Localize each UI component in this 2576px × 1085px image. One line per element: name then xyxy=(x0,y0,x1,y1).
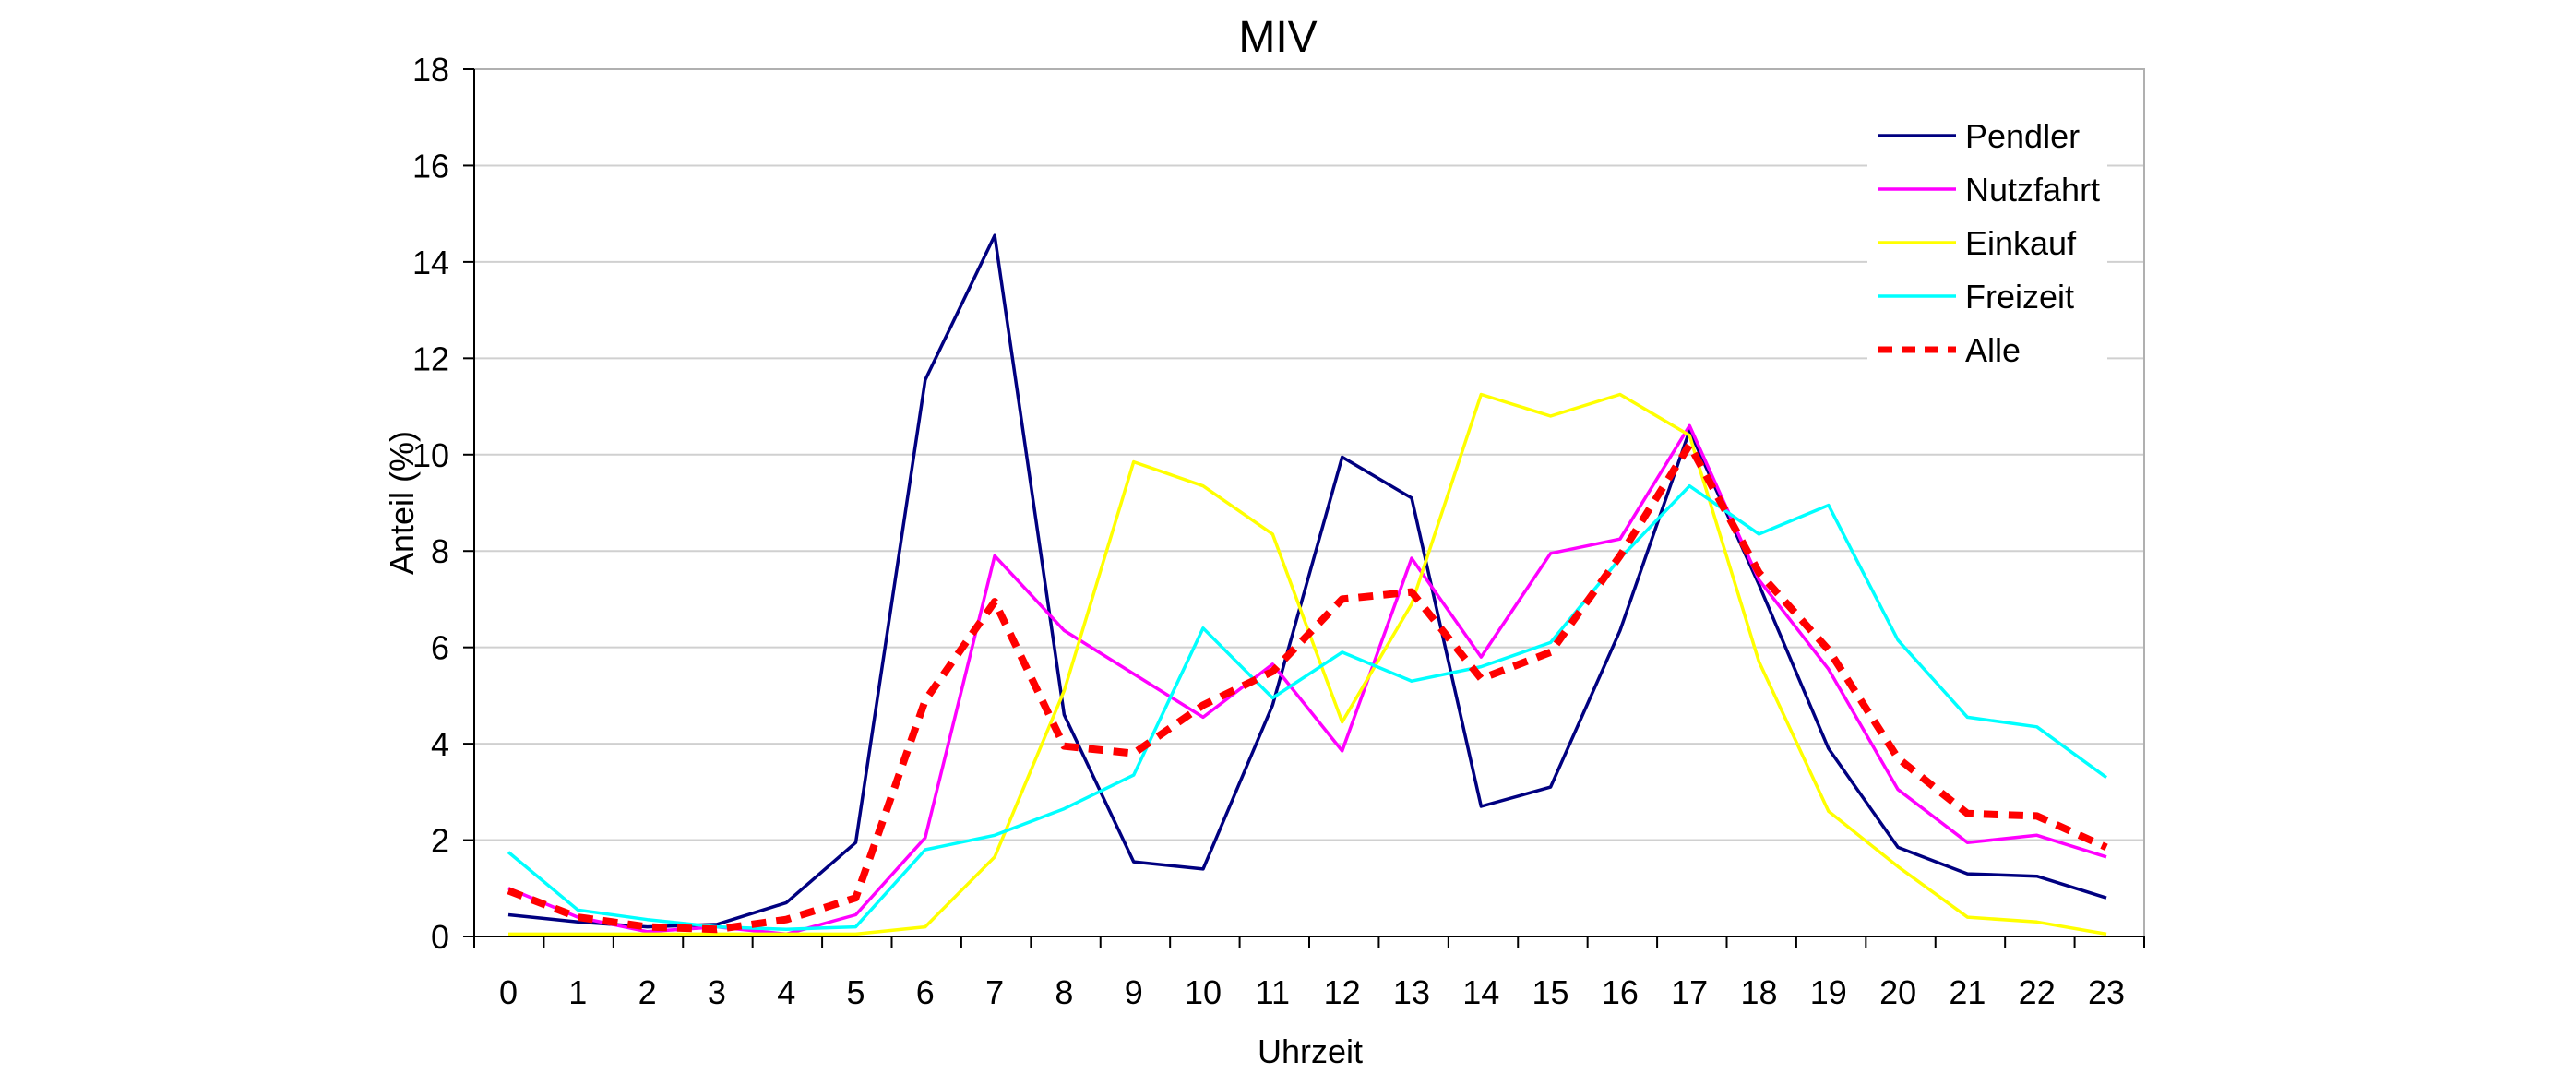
y-tick-label: 12 xyxy=(412,340,449,377)
x-tick-label: 22 xyxy=(2019,973,2056,1011)
x-tick-label: 3 xyxy=(708,973,726,1011)
x-tick-label: 7 xyxy=(985,973,1004,1011)
x-tick-label: 6 xyxy=(916,973,935,1011)
x-tick-label: 18 xyxy=(1740,973,1777,1011)
x-tick-label: 5 xyxy=(847,973,865,1011)
x-axis-ticks: 0 1 2 3 4 5 6 7 8 9 10 11 12 13 14 15 16 17 18 19 20 21 22 23 xyxy=(473,936,2145,1011)
y-tick-label: 16 xyxy=(412,147,449,185)
x-axis-label: Uhrzeit xyxy=(1258,1032,1363,1070)
x-tick-label: 9 xyxy=(1125,973,1143,1011)
y-tick-label: 8 xyxy=(431,532,449,570)
y-axis-label: Anteil (%) xyxy=(383,431,421,575)
x-tick-label: 13 xyxy=(1393,973,1430,1011)
y-tick-label: 0 xyxy=(431,918,449,956)
y-tick-label: 6 xyxy=(431,629,449,667)
legend-label-alle: Alle xyxy=(1965,331,2021,369)
x-tick-label: 8 xyxy=(1055,973,1073,1011)
x-tick-label: 12 xyxy=(1324,973,1361,1011)
legend-label-freizeit: Freizeit xyxy=(1965,278,2074,316)
y-axis-ticks: 0 2 4 6 8 10 12 14 16 18 xyxy=(412,51,474,956)
y-tick-label: 10 xyxy=(412,436,449,474)
x-tick-label: 20 xyxy=(1879,973,1916,1011)
y-tick-label: 4 xyxy=(431,725,449,763)
series-line-pendler xyxy=(507,233,2107,929)
x-tick-label: 4 xyxy=(777,973,795,1011)
legend-label-pendler: Pendler xyxy=(1965,117,2080,155)
x-tick-label: 21 xyxy=(1949,973,1986,1011)
chart-title: MIV xyxy=(1238,13,1317,62)
y-tick-label: 18 xyxy=(412,51,449,89)
legend-label-nutzfahrt: Nutzfahrt xyxy=(1965,171,2100,209)
legend-label-einkauf: Einkauf xyxy=(1965,224,2077,262)
x-tick-label: 10 xyxy=(1185,973,1222,1011)
x-tick-label: 1 xyxy=(568,973,587,1011)
series-lines xyxy=(507,233,2108,936)
x-tick-label: 2 xyxy=(638,973,657,1011)
x-tick-label: 14 xyxy=(1462,973,1499,1011)
series-line-alle xyxy=(507,441,2108,934)
x-tick-label: 11 xyxy=(1256,973,1290,1011)
x-tick-label: 15 xyxy=(1532,973,1569,1011)
y-tick-label: 2 xyxy=(431,822,449,860)
legend: Pendler Nutzfahrt Einkauf Freizeit Alle xyxy=(1867,109,2107,376)
x-tick-label: 17 xyxy=(1671,973,1708,1011)
series-line-einkauf xyxy=(508,392,2107,936)
x-tick-label: 23 xyxy=(2088,973,2125,1011)
x-tick-label: 19 xyxy=(1810,973,1847,1011)
series-line-freizeit xyxy=(507,483,2108,931)
x-tick-label: 16 xyxy=(1602,973,1639,1011)
y-tick-label: 14 xyxy=(412,244,449,281)
x-tick-label: 0 xyxy=(499,973,518,1011)
